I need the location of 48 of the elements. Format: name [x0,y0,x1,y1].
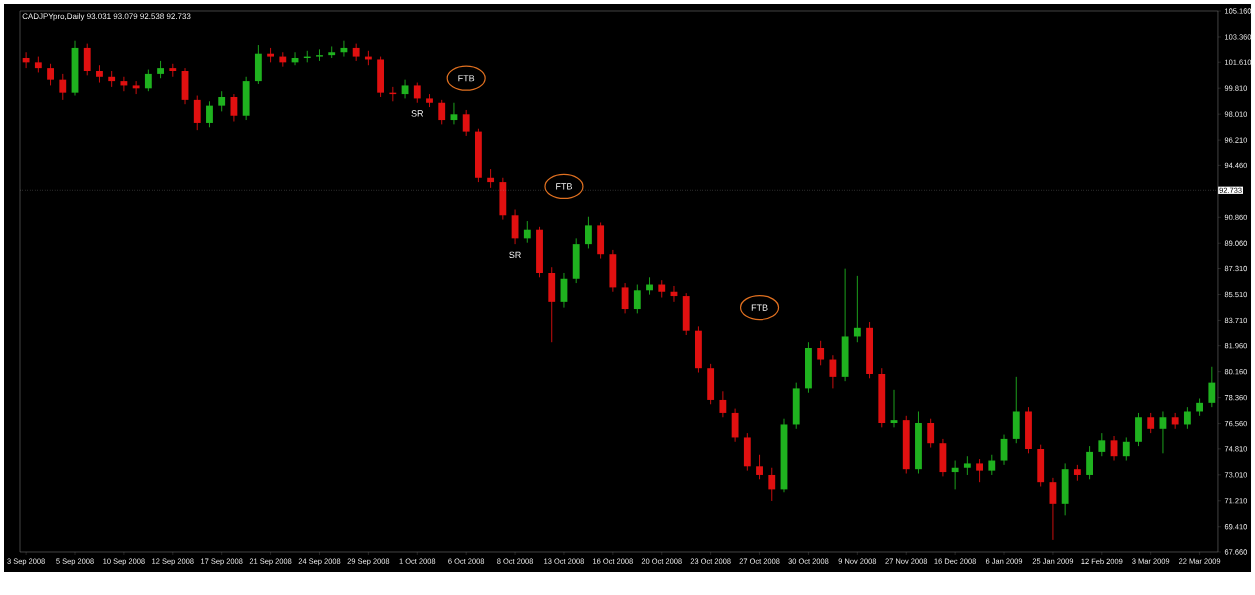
candlestick [523,220,531,244]
candlestick [1122,437,1130,461]
candlestick [756,454,763,480]
candlestick [951,460,959,490]
candlestick [1049,477,1057,541]
annotation: FTB [556,183,572,190]
candlestick [401,79,409,99]
candlestick [120,76,128,92]
candlestick [413,82,421,104]
candlestick [450,102,458,125]
annotation: FTB [458,75,475,82]
candlestick [59,73,67,101]
candlestick [83,43,91,76]
candlestick [316,48,323,62]
annotation: SR [509,251,521,259]
candlestick [487,168,495,189]
candlestick [1086,445,1094,480]
candlestick [132,80,140,95]
candlestick [47,63,54,86]
candlestick [621,282,629,314]
candlestick [853,275,861,343]
candlestick [22,51,30,69]
candlestick [1159,411,1167,454]
candlestick [144,69,152,92]
candlestick [817,340,825,366]
candlestick [988,454,996,476]
candlestick [927,418,935,448]
candlestick [976,458,983,483]
candlestick [1147,412,1155,434]
candlestick [719,390,727,418]
candlestick [829,354,837,389]
candlestick [328,46,336,59]
candlestick [193,95,201,131]
candlestick [890,389,898,428]
annotation: SR [411,110,424,117]
candlestick [633,284,641,314]
candlestick [1208,366,1216,408]
candlestick [230,93,238,122]
candlestick [768,467,776,502]
candlestick [1183,406,1191,430]
candlestick [963,455,971,476]
candlestick [584,216,592,249]
candlestick [1098,432,1106,457]
candlestick [218,90,226,112]
candlestick [462,109,470,137]
annotation: FTB [751,304,768,311]
candlestick [206,100,213,128]
candlestick [438,99,446,125]
